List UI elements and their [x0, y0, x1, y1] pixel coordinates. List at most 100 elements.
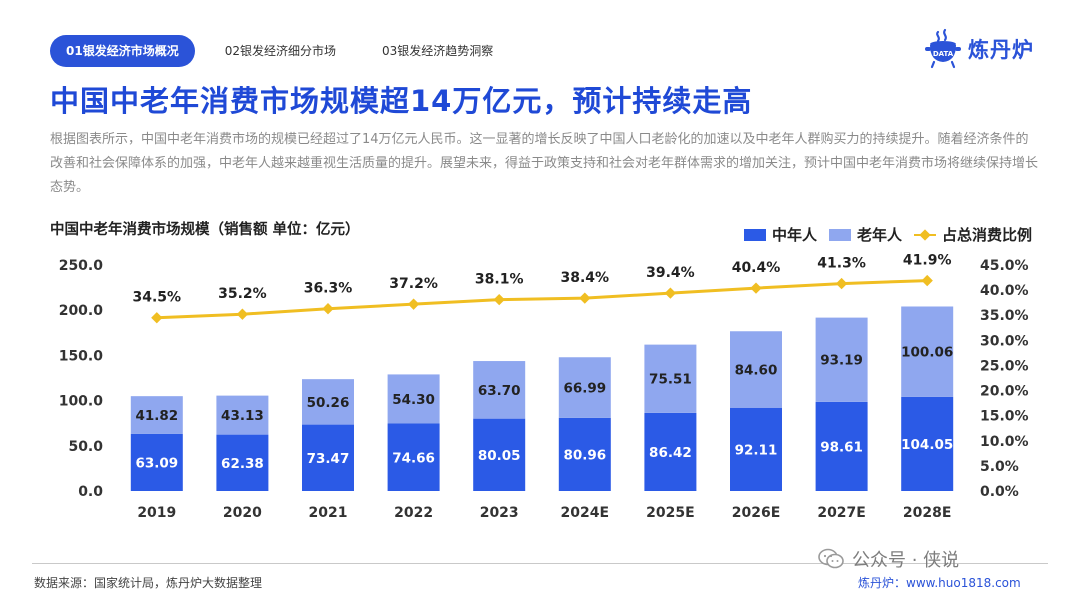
watermark-text: 公众号 · 侠说	[852, 550, 960, 571]
bar-elderly	[815, 317, 868, 402]
bar-middle-aged	[302, 424, 354, 491]
brand-logo: DATA 炼丹炉	[922, 28, 1034, 70]
x-axis-tick-label: 2026E	[732, 505, 781, 521]
page-title: 中国中老年消费市场规模超14万亿元，预计持续走高	[50, 84, 753, 118]
wechat-watermark: 公众号 · 侠说	[818, 546, 959, 572]
y2-axis-tick-label: 25.0%	[980, 358, 1029, 374]
data-label-elderly: 93.19	[820, 353, 863, 369]
legend-swatch-elderly	[828, 228, 851, 241]
data-label-elderly: 41.82	[135, 408, 178, 424]
data-label-middle-aged: 73.47	[307, 451, 350, 467]
x-axis-tick-label: 2027E	[817, 505, 866, 521]
bar-elderly	[387, 374, 440, 424]
bar-elderly	[558, 357, 611, 418]
y2-axis-tick-label: 45.0%	[980, 258, 1029, 274]
ratio-data-label: 37.2%	[389, 276, 438, 292]
section-tabs: 01银发经济市场概况 02银发经济细分市场 03银发经济趋势洞察	[50, 35, 509, 67]
bar-middle-aged	[130, 433, 183, 491]
bar-middle-aged	[901, 396, 954, 491]
bar-elderly	[302, 379, 354, 425]
ratio-marker	[835, 277, 848, 290]
bar-elderly	[473, 361, 526, 419]
chart-legend: 中年人 老年人 占总消费比例	[732, 224, 1032, 245]
data-label-middle-aged: 62.38	[221, 456, 264, 472]
ratio-marker	[579, 292, 591, 304]
logo-text: 炼丹炉	[968, 38, 1034, 62]
tab-trend-insight[interactable]: 03银发经济趋势洞察	[381, 44, 494, 58]
y-axis-tick-label: 150.0	[59, 348, 104, 364]
y2-axis-tick-label: 35.0%	[980, 308, 1029, 324]
x-axis-tick-label: 2024E	[561, 505, 610, 521]
x-axis-tick-label: 2025E	[646, 505, 695, 521]
y2-axis-tick-label: 40.0%	[980, 283, 1029, 299]
data-label-elderly: 100.06	[901, 345, 953, 361]
data-label-elderly: 84.60	[735, 362, 778, 378]
y-axis-tick-label: 0.0	[78, 484, 103, 500]
ratio-marker	[151, 312, 163, 324]
data-label-elderly: 63.70	[478, 383, 521, 399]
ratio-data-label: 35.2%	[218, 286, 267, 302]
bar-middle-aged	[730, 407, 782, 491]
bar-middle-aged	[216, 434, 269, 491]
ratio-data-label: 40.4%	[732, 260, 781, 276]
bar-middle-aged	[387, 423, 440, 491]
data-label-middle-aged: 80.96	[563, 447, 606, 463]
ratio-data-label: 39.4%	[646, 265, 695, 281]
x-axis-tick-label: 2020	[223, 505, 262, 521]
x-axis-tick-label: 2022	[394, 505, 433, 521]
bar-elderly	[730, 331, 782, 408]
ratio-marker	[407, 298, 420, 310]
legend-item-middle-aged: 中年人	[743, 224, 817, 245]
data-label-middle-aged: 92.11	[735, 442, 778, 458]
data-label-middle-aged: 63.09	[135, 455, 178, 471]
x-axis-tick-label: 2028E	[903, 505, 952, 521]
y-axis-tick-label: 50.0	[68, 439, 103, 455]
legend-label-ratio: 占总消费比例	[941, 226, 1032, 244]
bar-middle-aged	[815, 401, 868, 491]
y2-axis-tick-label: 0.0%	[980, 484, 1019, 500]
ratio-data-label: 34.5%	[133, 290, 182, 306]
website-credit: 炼丹炉：www.huo1818.com	[858, 576, 1021, 590]
y2-axis-tick-label: 15.0%	[980, 409, 1029, 425]
y2-axis-tick-label: 5.0%	[980, 459, 1019, 475]
ratio-marker	[664, 287, 677, 299]
y-axis-tick-label: 200.0	[59, 303, 104, 319]
data-label-elderly: 75.51	[649, 372, 692, 388]
bar-elderly	[216, 395, 269, 435]
data-label-middle-aged: 98.61	[820, 439, 863, 455]
tab-market-overview[interactable]: 01银发经济市场概况	[50, 35, 195, 67]
bar-middle-aged	[558, 417, 611, 491]
bar-elderly	[901, 306, 954, 397]
legend-label-elderly: 老年人	[856, 226, 902, 244]
ratio-data-label: 41.9%	[903, 253, 952, 269]
bar-elderly	[130, 396, 183, 434]
data-source: 数据来源：国家统计局，炼丹炉大数据整理	[34, 576, 263, 590]
legend-marker-ratio	[913, 228, 936, 242]
ratio-marker	[322, 303, 334, 315]
ratio-marker	[493, 293, 505, 306]
x-axis-tick-label: 2019	[137, 505, 176, 521]
description-text: 根据图表所示，中国中老年消费市场的规模已经超过了14万亿元人民币。这一显著的增长…	[50, 132, 1039, 195]
y-axis-tick-label: 100.0	[59, 394, 104, 410]
ratio-data-label: 36.3%	[304, 281, 353, 297]
data-label-elderly: 54.30	[392, 392, 435, 408]
data-label-middle-aged: 104.05	[901, 437, 953, 453]
data-label-middle-aged: 80.05	[478, 448, 521, 464]
ratio-marker	[236, 308, 249, 320]
ratio-data-label: 38.1%	[475, 272, 524, 288]
tab-segment-market[interactable]: 02银发经济细分市场	[224, 44, 336, 58]
wechat-icon	[818, 548, 844, 570]
legend-item-ratio: 占总消费比例	[913, 224, 1032, 245]
data-label-elderly: 43.13	[221, 408, 264, 424]
ratio-line	[156, 279, 928, 320]
footer-divider	[32, 563, 1048, 564]
x-axis-tick-label: 2021	[309, 505, 348, 521]
logo-badge: DATA	[933, 50, 954, 58]
cauldron-icon: DATA	[922, 28, 964, 70]
legend-item-elderly: 老年人	[828, 224, 902, 245]
bar-middle-aged	[473, 418, 526, 491]
data-label-elderly: 50.26	[307, 395, 350, 411]
ratio-data-label: 38.4%	[561, 270, 610, 286]
data-label-elderly: 66.99	[563, 381, 606, 397]
